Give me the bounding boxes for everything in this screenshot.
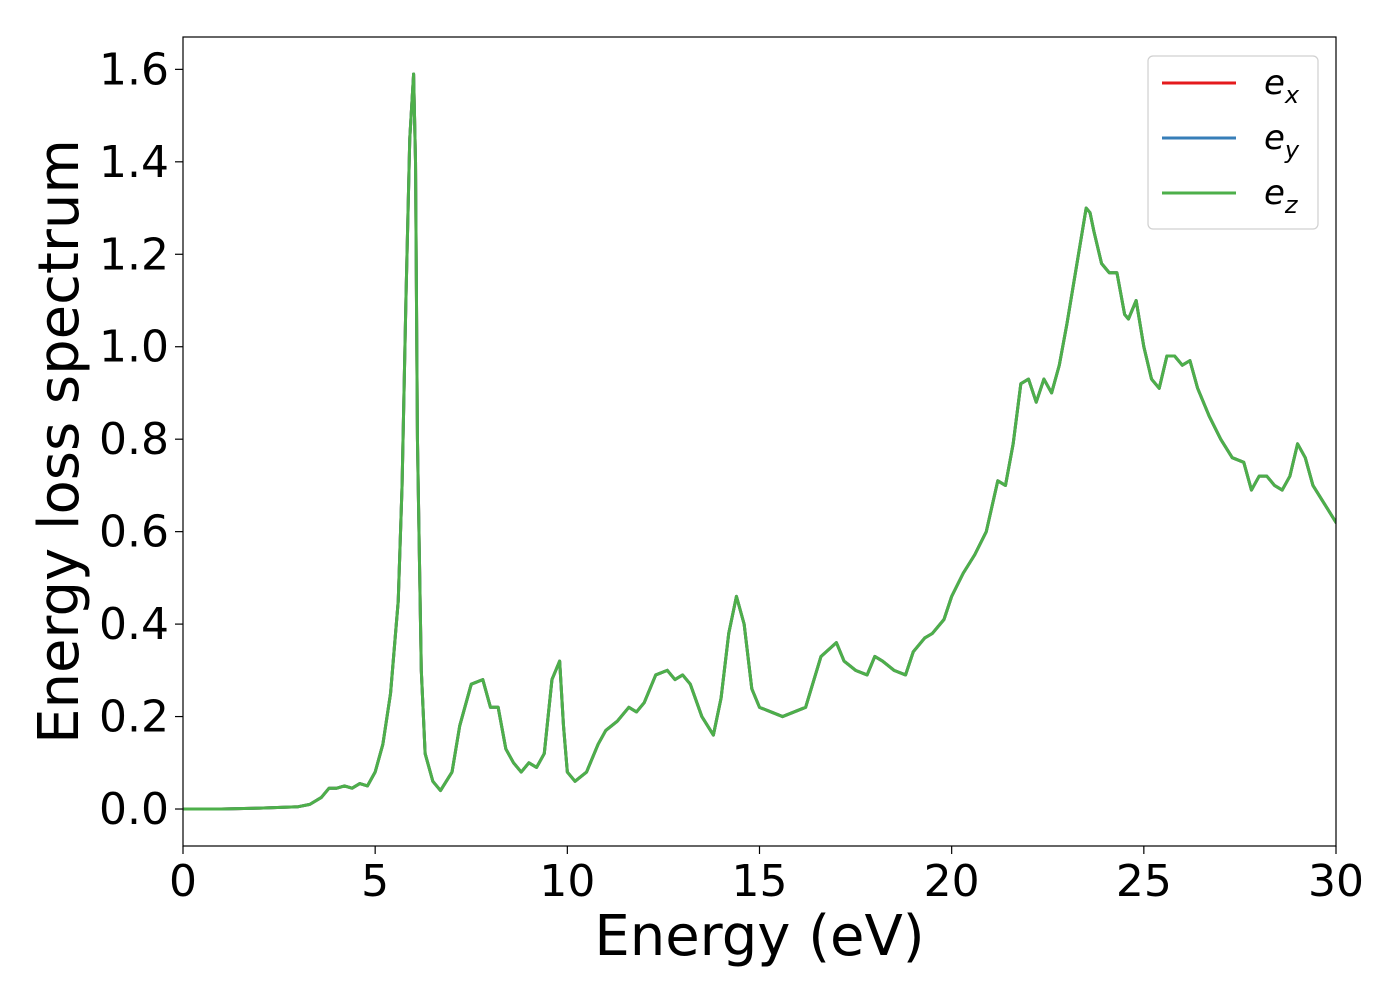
series-line-ez <box>183 72 1336 811</box>
y-tick-label: 1.4 <box>99 137 169 188</box>
x-tick-label: 30 <box>1308 856 1364 907</box>
x-tick-label: 25 <box>1116 856 1172 907</box>
y-tick-label: 0.0 <box>99 784 169 835</box>
x-tick-label: 15 <box>732 856 788 907</box>
y-tick-label: 0.6 <box>99 507 169 558</box>
plot-lines <box>183 72 1336 811</box>
x-axis-label: Energy (eV) <box>594 904 924 969</box>
y-axis: 0.0 0.2 0.4 0.6 0.8 1.0 1.2 1.4 1.6 <box>99 44 183 835</box>
y-tick-label: 0.8 <box>99 414 169 465</box>
x-axis: 0 5 10 15 20 25 30 <box>169 846 1364 907</box>
y-tick-label: 1.6 <box>99 44 169 95</box>
legend-box <box>1147 55 1319 230</box>
x-tick-label: 5 <box>361 856 389 907</box>
legend-label-ex: ex <box>1264 63 1300 109</box>
y-tick-label: 0.4 <box>99 599 169 650</box>
legend-label-ey: ey <box>1264 118 1300 164</box>
y-tick-label: 0.2 <box>99 692 169 743</box>
x-tick-label: 10 <box>539 856 595 907</box>
y-tick-label: 1.0 <box>99 322 169 373</box>
x-tick-label: 20 <box>924 856 980 907</box>
y-axis-label: Energy loss spectrum <box>27 139 92 744</box>
y-tick-label: 1.2 <box>99 229 169 280</box>
x-tick-label: 0 <box>169 856 197 907</box>
legend: ex ey ez <box>1147 55 1319 230</box>
legend-label-ez: ez <box>1264 173 1299 219</box>
